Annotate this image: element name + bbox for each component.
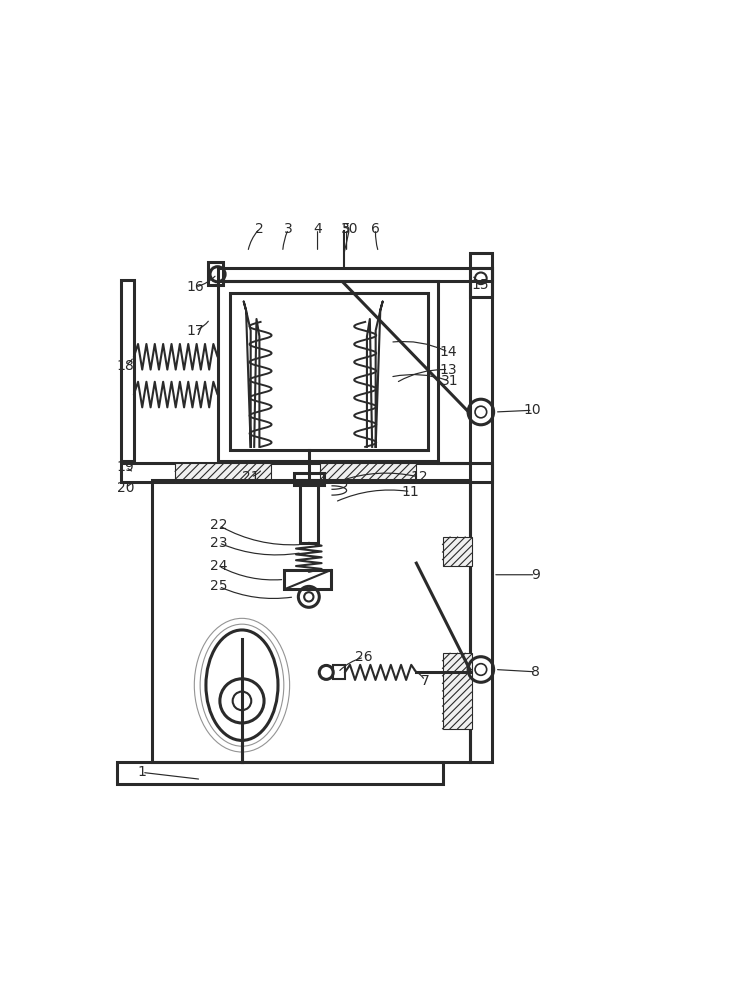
Bar <box>333 665 345 679</box>
Bar <box>217 281 439 461</box>
Bar <box>121 463 492 482</box>
Text: 21: 21 <box>242 470 260 484</box>
Bar <box>121 280 134 461</box>
Text: 13: 13 <box>440 363 457 377</box>
Bar <box>442 537 472 566</box>
Text: 26: 26 <box>356 650 373 664</box>
Text: 15: 15 <box>472 278 489 292</box>
Bar <box>470 253 492 297</box>
Text: 31: 31 <box>441 374 458 388</box>
Bar <box>175 463 271 482</box>
Text: 1: 1 <box>137 765 146 779</box>
Text: 11: 11 <box>402 485 419 499</box>
Text: 7: 7 <box>421 674 430 688</box>
Bar <box>284 570 331 589</box>
Bar <box>230 293 428 450</box>
Bar <box>117 762 442 784</box>
Text: 25: 25 <box>210 579 227 593</box>
Text: 24: 24 <box>210 559 227 573</box>
Text: 16: 16 <box>187 280 204 294</box>
Text: 23: 23 <box>210 536 227 550</box>
Bar <box>470 268 492 762</box>
Text: 19: 19 <box>117 460 134 474</box>
Bar <box>442 653 472 729</box>
Text: 18: 18 <box>117 359 134 372</box>
Text: 5: 5 <box>342 222 351 236</box>
Text: 12: 12 <box>410 470 428 484</box>
Bar <box>294 473 324 485</box>
Bar <box>209 262 223 285</box>
Text: 2: 2 <box>255 222 264 236</box>
Text: 6: 6 <box>371 222 380 236</box>
Bar <box>217 268 492 281</box>
Text: 4: 4 <box>314 222 322 236</box>
Text: 20: 20 <box>117 481 134 495</box>
Text: 22: 22 <box>210 518 227 532</box>
Text: 17: 17 <box>187 324 204 338</box>
Bar <box>320 463 416 482</box>
Bar <box>299 480 318 543</box>
Text: 30: 30 <box>340 222 358 236</box>
Text: 3: 3 <box>284 222 292 236</box>
Bar <box>152 480 470 762</box>
Text: 8: 8 <box>531 665 540 679</box>
Text: 14: 14 <box>440 345 457 359</box>
Text: 9: 9 <box>531 568 540 582</box>
Text: 10: 10 <box>524 403 542 417</box>
